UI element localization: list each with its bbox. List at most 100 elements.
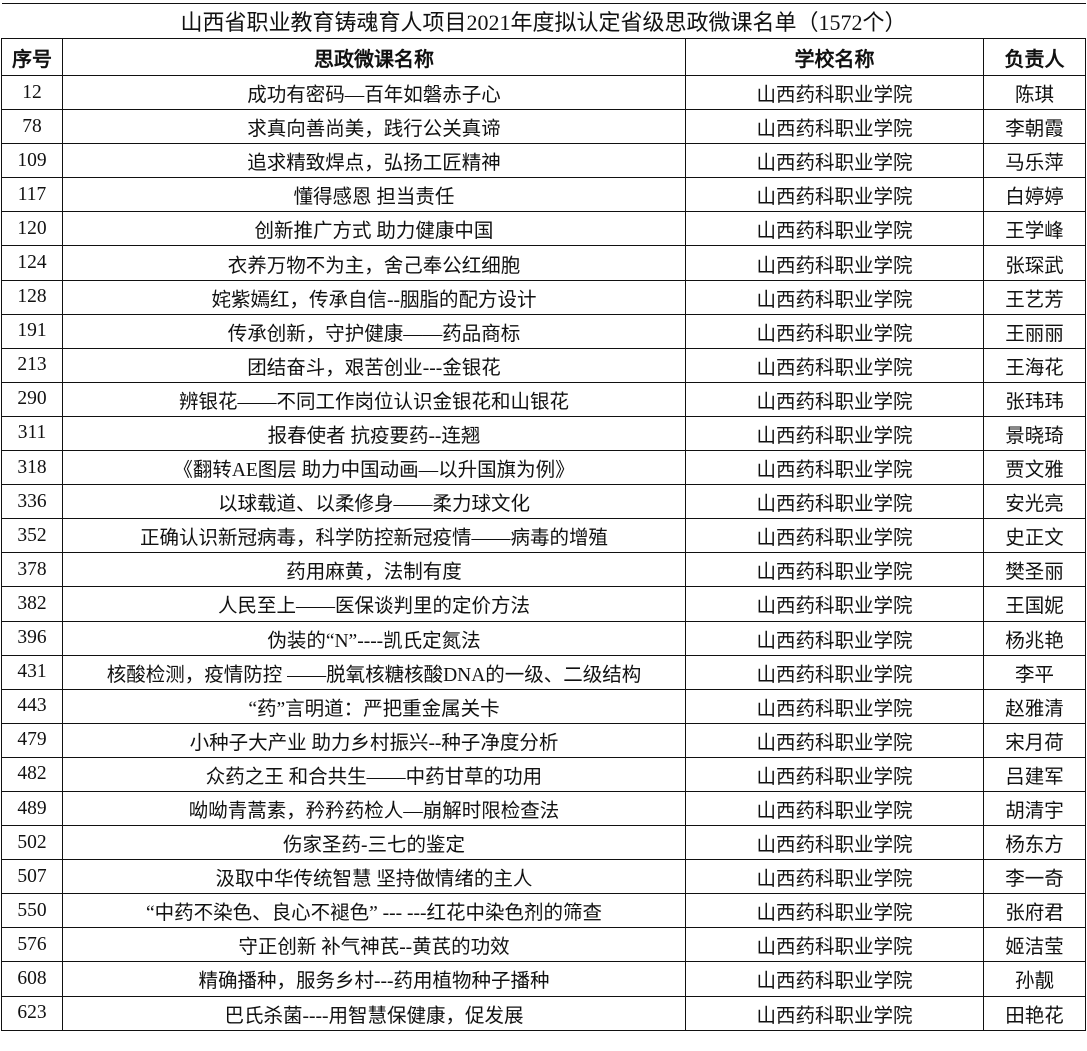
cell-person: 王国妮 — [984, 587, 1086, 621]
cell-person: 杨东方 — [984, 826, 1086, 860]
cell-school-name: 山西药科职业学院 — [686, 928, 984, 962]
cell-school-name: 山西药科职业学院 — [686, 553, 984, 587]
cell-school-name: 山西药科职业学院 — [686, 757, 984, 791]
cell-person: 李一奇 — [984, 860, 1086, 894]
cell-index: 550 — [2, 894, 63, 928]
cell-person: 贾文雅 — [984, 451, 1086, 485]
cell-course-name: 守正创新 补气神芪--黄芪的功效 — [63, 928, 686, 962]
cell-person: 王学峰 — [984, 212, 1086, 246]
cell-index: 191 — [2, 314, 63, 348]
cell-course-name: 懂得感恩 担当责任 — [63, 178, 686, 212]
cell-course-name: 《翻转AE图层 助力中国动画—以升国旗为例》 — [63, 451, 686, 485]
table-row: 120创新推广方式 助力健康中国山西药科职业学院王学峰 — [2, 212, 1086, 246]
cell-school-name: 山西药科职业学院 — [686, 723, 984, 757]
cell-index: 336 — [2, 485, 63, 519]
cell-school-name: 山西药科职业学院 — [686, 519, 984, 553]
cell-school-name: 山西药科职业学院 — [686, 791, 984, 825]
cell-index: 443 — [2, 689, 63, 723]
table-row: 502伤家圣药-三七的鉴定山西药科职业学院杨东方 — [2, 826, 1086, 860]
cell-index: 396 — [2, 621, 63, 655]
cell-person: 张府君 — [984, 894, 1086, 928]
table-row: 378药用麻黄，法制有度山西药科职业学院樊圣丽 — [2, 553, 1086, 587]
table-row: 78求真向善尚美，践行公关真谛山西药科职业学院李朝霞 — [2, 110, 1086, 144]
cell-school-name: 山西药科职业学院 — [686, 382, 984, 416]
cell-person: 李平 — [984, 655, 1086, 689]
cell-index: 12 — [2, 76, 63, 110]
cell-index: 482 — [2, 757, 63, 791]
table-row: 550“中药不染色、良心不褪色” --- ---红花中染色剂的筛查山西药科职业学… — [2, 894, 1086, 928]
table-row: 608精确播种，服务乡村---药用植物种子播种山西药科职业学院孙靓 — [2, 962, 1086, 996]
title-row: 山西省职业教育铸魂育人项目2021年度拟认定省级思政微课名单（1572个） — [2, 4, 1086, 39]
cell-course-name: 报春使者 抗疫要药--连翘 — [63, 416, 686, 450]
cell-index: 502 — [2, 826, 63, 860]
cell-course-name: 衣养万物不为主，舍己奉公红细胞 — [63, 246, 686, 280]
cell-index: 117 — [2, 178, 63, 212]
table-row: 507汲取中华传统智慧 坚持做情绪的主人山西药科职业学院李一奇 — [2, 860, 1086, 894]
cell-person: 史正文 — [984, 519, 1086, 553]
cell-person: 宋月荷 — [984, 723, 1086, 757]
cell-index: 290 — [2, 382, 63, 416]
table-row: 213团结奋斗，艰苦创业---金银花山西药科职业学院王海花 — [2, 348, 1086, 382]
cell-course-name: 众药之王 和合共生——中药甘草的功用 — [63, 757, 686, 791]
cell-index: 318 — [2, 451, 63, 485]
table-row: 576守正创新 补气神芪--黄芪的功效山西药科职业学院姬洁莹 — [2, 928, 1086, 962]
cell-course-name: 求真向善尚美，践行公关真谛 — [63, 110, 686, 144]
cell-school-name: 山西药科职业学院 — [686, 110, 984, 144]
table-row: 443“药”言明道：严把重金属关卡山西药科职业学院赵雅清 — [2, 689, 1086, 723]
cell-index: 507 — [2, 860, 63, 894]
cell-course-name: 伪装的“N”----凯氏定氮法 — [63, 621, 686, 655]
cell-person: 李朝霞 — [984, 110, 1086, 144]
cell-person: 王海花 — [984, 348, 1086, 382]
table-row: 124衣养万物不为主，舍己奉公红细胞山西药科职业学院张琛武 — [2, 246, 1086, 280]
cell-school-name: 山西药科职业学院 — [686, 826, 984, 860]
cell-index: 479 — [2, 723, 63, 757]
cell-course-name: 创新推广方式 助力健康中国 — [63, 212, 686, 246]
cell-person: 王艺芳 — [984, 280, 1086, 314]
cell-index: 109 — [2, 144, 63, 178]
cell-school-name: 山西药科职业学院 — [686, 621, 984, 655]
table-row: 117懂得感恩 担当责任山西药科职业学院白婷婷 — [2, 178, 1086, 212]
cell-course-name: 团结奋斗，艰苦创业---金银花 — [63, 348, 686, 382]
cell-school-name: 山西药科职业学院 — [686, 246, 984, 280]
cell-school-name: 山西药科职业学院 — [686, 280, 984, 314]
cell-course-name: 以球载道、以柔修身——柔力球文化 — [63, 485, 686, 519]
cell-person: 吕建军 — [984, 757, 1086, 791]
cell-index: 431 — [2, 655, 63, 689]
cell-index: 382 — [2, 587, 63, 621]
cell-person: 田艳花 — [984, 996, 1086, 1030]
cell-school-name: 山西药科职业学院 — [686, 76, 984, 110]
table-row: 623巴氏杀菌----用智慧保健康，促发展山西药科职业学院田艳花 — [2, 996, 1086, 1030]
cell-course-name: 人民至上——医保谈判里的定价方法 — [63, 587, 686, 621]
cell-person: 景晓琦 — [984, 416, 1086, 450]
cell-school-name: 山西药科职业学院 — [686, 212, 984, 246]
cell-school-name: 山西药科职业学院 — [686, 587, 984, 621]
cell-school-name: 山西药科职业学院 — [686, 485, 984, 519]
cell-index: 120 — [2, 212, 63, 246]
cell-person: 赵雅清 — [984, 689, 1086, 723]
header-row: 序号 思政微课名称 学校名称 负责人 — [2, 39, 1086, 76]
header-school-name: 学校名称 — [686, 39, 984, 76]
cell-course-name: 传承创新，守护健康——药品商标 — [63, 314, 686, 348]
table-row: 290辨银花——不同工作岗位认识金银花和山银花山西药科职业学院张玮玮 — [2, 382, 1086, 416]
cell-course-name: 核酸检测，疫情防控 ——脱氧核糖核酸DNA的一级、二级结构 — [63, 655, 686, 689]
cell-course-name: 巴氏杀菌----用智慧保健康，促发展 — [63, 996, 686, 1030]
cell-index: 128 — [2, 280, 63, 314]
table-row: 12成功有密码—百年如磐赤子心山西药科职业学院陈琪 — [2, 76, 1086, 110]
cell-person: 安光亮 — [984, 485, 1086, 519]
table-row: 479小种子大产业 助力乡村振兴--种子净度分析山西药科职业学院宋月荷 — [2, 723, 1086, 757]
cell-course-name: “药”言明道：严把重金属关卡 — [63, 689, 686, 723]
header-person: 负责人 — [984, 39, 1086, 76]
cell-person: 樊圣丽 — [984, 553, 1086, 587]
table-row: 336以球载道、以柔修身——柔力球文化山西药科职业学院安光亮 — [2, 485, 1086, 519]
table-row: 352正确认识新冠病毒，科学防控新冠疫情——病毒的增殖山西药科职业学院史正文 — [2, 519, 1086, 553]
cell-school-name: 山西药科职业学院 — [686, 348, 984, 382]
cell-course-name: “中药不染色、良心不褪色” --- ---红花中染色剂的筛查 — [63, 894, 686, 928]
table-row: 489呦呦青蒿素，矜矜药检人—崩解时限检查法山西药科职业学院胡清宇 — [2, 791, 1086, 825]
cell-index: 311 — [2, 416, 63, 450]
cell-course-name: 小种子大产业 助力乡村振兴--种子净度分析 — [63, 723, 686, 757]
table-row: 382人民至上——医保谈判里的定价方法山西药科职业学院王国妮 — [2, 587, 1086, 621]
table-row: 109追求精致焊点，弘扬工匠精神山西药科职业学院马乐萍 — [2, 144, 1086, 178]
cell-school-name: 山西药科职业学院 — [686, 451, 984, 485]
table-title: 山西省职业教育铸魂育人项目2021年度拟认定省级思政微课名单（1572个） — [2, 4, 1086, 39]
cell-person: 张琛武 — [984, 246, 1086, 280]
